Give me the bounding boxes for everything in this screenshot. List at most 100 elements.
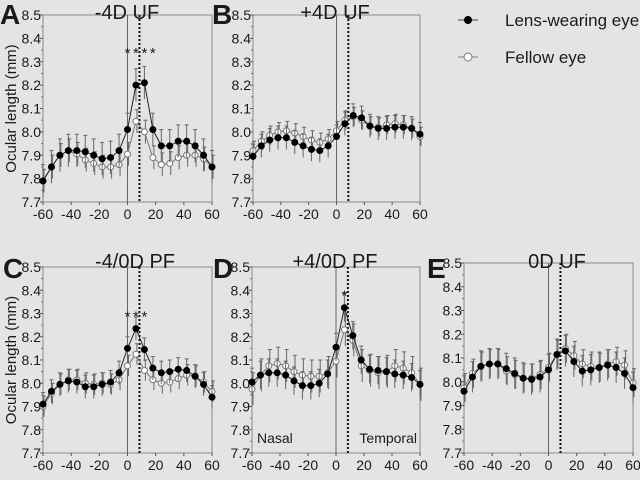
data-point [191,372,199,380]
data-point [73,378,81,386]
y-tick-label: 7.7 [22,445,42,461]
data-point [266,136,274,144]
x-tick-label: -60 [243,206,263,222]
data-point [477,362,485,370]
data-point [124,126,131,134]
data-point [502,365,510,373]
panel-title: -4/0D PF [95,251,175,273]
data-point [612,364,620,371]
data-point [157,142,165,150]
legend-lens-label: Lens-wearing eye [505,11,639,30]
x-tick-label: -20 [89,206,109,222]
data-point [494,360,502,368]
y-tick-label: 7.8 [231,422,251,438]
y-tick-label: 8.4 [232,30,252,46]
x-tick-label: -20 [89,457,109,473]
data-point [132,325,140,333]
data-point [265,369,273,377]
y-tick-label: 7.9 [443,398,463,414]
data-point [298,382,306,390]
data-point [349,112,357,120]
data-point [366,365,374,373]
data-point [349,332,357,340]
data-point [324,142,332,150]
series-lens-wearing [249,103,424,169]
y-tick-label: 7.7 [22,194,42,210]
x-tick-label: 20 [357,206,373,222]
x-tick-label: -20 [510,457,530,473]
significance-star: * [150,45,156,62]
data-point [107,154,115,162]
side-label: Nasal [257,430,293,446]
x-tick-label: -40 [271,206,291,222]
data-point [39,400,47,408]
legend-fellow-label: Fellow eye [505,48,586,67]
x-tick-label: -60 [33,457,53,473]
data-point [132,350,140,358]
y-tick-label: 8.2 [22,329,42,345]
y-tick-label: 8.4 [22,282,42,298]
legend-lens-marker [464,16,472,24]
x-tick-label: 60 [204,457,220,473]
x-tick-label: -40 [61,206,81,222]
data-point [149,364,157,372]
data-point [416,130,424,138]
panel-d: 7.7 7.8 7.9 8.0 8.1 8.2 8.3 8.4 8.5 -60 -40 -20 0 20 4… [213,251,428,473]
data-point [399,371,407,379]
y-axis-label: Ocular length (mm) [3,44,20,172]
y-tick-label: 7.9 [231,399,251,415]
x-tick-label: -60 [454,457,474,473]
y-tick-label: 8.2 [22,77,42,93]
x-tick-label: 0 [124,457,132,473]
side-label: Temporal [359,430,417,446]
panel-letter: D [213,253,233,284]
data-point [485,360,493,368]
data-point [536,373,544,381]
x-tick-label: 20 [569,457,585,473]
y-tick-label: 8.4 [231,282,251,298]
panel-title: -4D UF [95,2,159,24]
y-tick-label: 8.0 [443,374,463,390]
data-point [166,142,174,150]
data-point [90,383,98,391]
y-tick-label: 8.2 [443,326,463,342]
y-tick-label: 8.4 [22,30,42,46]
data-point [366,122,374,130]
x-tick-label: 20 [148,206,164,222]
panel-b: 7.7 7.8 7.9 8.0 8.1 8.2 8.3 8.4 8.5 -60 -40 -20 0 20 4… [212,0,428,222]
data-point [528,375,536,383]
data-point [191,142,199,150]
x-tick-label: 60 [204,206,220,222]
data-point [629,384,637,392]
y-tick-label: 7.9 [232,147,252,163]
data-point [140,128,148,136]
data-point [408,373,416,381]
x-tick-label: 20 [356,457,372,473]
data-point [399,123,407,131]
y-tick-label: 8.2 [231,329,251,345]
data-point [47,163,55,171]
data-point [282,134,290,142]
data-point [511,369,519,377]
data-point [468,373,476,381]
legend-fellow-marker [463,52,473,62]
y-tick-label: 8.0 [231,375,251,391]
data-point [174,137,182,145]
y-tick-label: 8.3 [22,54,42,70]
y-tick-label: 8.0 [22,375,42,391]
y-tick-label: 8.4 [443,279,463,295]
data-point [382,368,390,376]
x-tick-label: 60 [412,457,428,473]
y-tick-label: 8.1 [443,350,463,366]
data-point [56,380,64,388]
series-lens-wearing [248,293,424,400]
x-tick-label: 40 [384,206,400,222]
y-tick-label: 8.1 [22,352,42,368]
data-point [132,117,140,125]
data-point [374,124,382,132]
data-point [299,142,307,150]
x-tick-label: -40 [482,457,502,473]
data-point [249,152,257,160]
data-point [578,367,586,375]
